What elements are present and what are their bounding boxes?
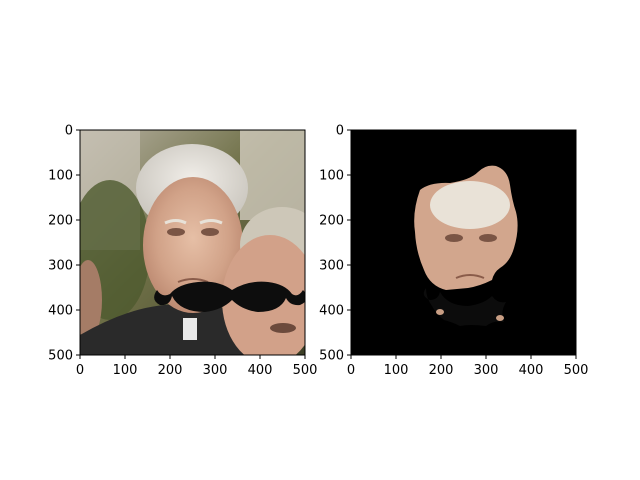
left-xtick-label: 200 [158, 363, 183, 378]
right-xtick-label: 0 [347, 363, 355, 378]
right-xtick-label: 500 [564, 363, 589, 378]
left-xtick-label: 300 [203, 363, 228, 378]
right-xtick-label: 200 [429, 363, 454, 378]
right-ytick-label: 100 [319, 169, 344, 184]
right-ytick-label: 0 [336, 124, 344, 139]
left-xtick-label: 0 [76, 363, 84, 378]
left-ytick-label: 400 [48, 304, 73, 319]
right-ytick-label: 400 [319, 304, 344, 319]
right-image [351, 130, 576, 355]
right-ytick-label: 500 [319, 349, 344, 364]
left-ytick-label: 0 [65, 124, 73, 139]
right-xtick-label: 300 [474, 363, 499, 378]
left-ytick-label: 200 [48, 214, 73, 229]
left-ytick-label: 300 [48, 259, 73, 274]
right-ytick-label: 200 [319, 214, 344, 229]
left-xtick-label: 400 [248, 363, 273, 378]
mustache-overlay [154, 281, 305, 312]
right-ytick-label: 300 [319, 259, 344, 274]
right-xtick-label: 400 [519, 363, 544, 378]
left-xtick-label: 100 [113, 363, 138, 378]
left-ytick-label: 500 [48, 349, 73, 364]
right-xtick-label: 100 [384, 363, 409, 378]
left-ytick-label: 100 [48, 169, 73, 184]
left-image [80, 130, 305, 355]
left-xtick-label: 500 [293, 363, 318, 378]
